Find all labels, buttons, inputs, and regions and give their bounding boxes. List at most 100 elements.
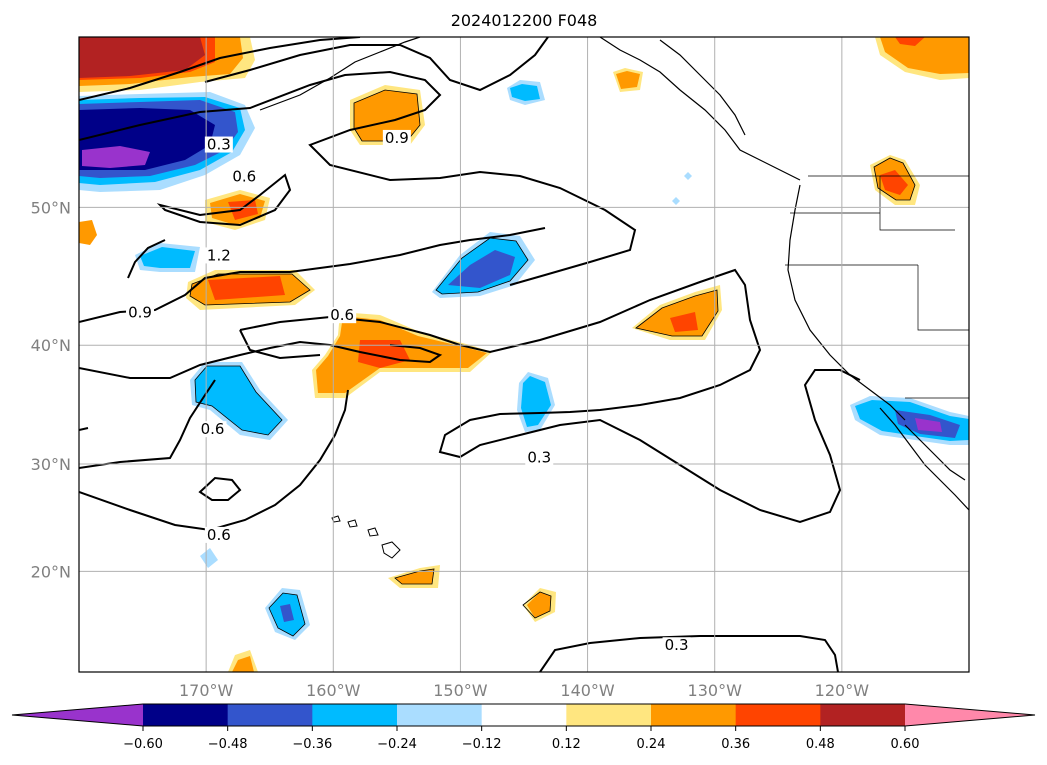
warm-region-11-red (895, 37, 925, 46)
lon-tick-label: 140°W (560, 681, 615, 700)
cold-region-3-core (140, 247, 195, 268)
cold-region-2-blue (448, 250, 515, 288)
warm-region-9-core (527, 592, 551, 618)
colorbar-tick-label: 0.24 (637, 737, 666, 752)
id-border (879, 176, 955, 231)
colorbar-tick-label: −0.60 (123, 737, 163, 752)
warm-region-5-red (358, 340, 410, 368)
contour-0.3-south (539, 635, 839, 672)
warm-region-10-core (232, 656, 254, 672)
colorbar-tick-label: −0.48 (208, 737, 248, 752)
shaded-anomalies (79, 37, 969, 672)
colorbar-tick-label: −0.12 (462, 737, 502, 752)
warm-region-6-red (670, 312, 698, 332)
alaska-gulf-coast (599, 37, 801, 181)
colorbar-tick-label: 0.36 (721, 737, 750, 752)
contour-top (79, 37, 361, 101)
colorbar: −0.60 −0.48 −0.36 −0.24 −0.12 0.12 0.24 0.36 0.4… (11, 703, 1036, 752)
contour-upper-west (79, 70, 637, 286)
contour-label-background (382, 129, 411, 146)
contour-label-background (662, 637, 691, 654)
colorbar-tick-label: 0.60 (891, 737, 920, 752)
contour-1.2 (156, 173, 292, 227)
colorbar-segment (651, 704, 737, 726)
us-west-coast (787, 184, 906, 421)
contour-label: 0.6 (330, 306, 354, 324)
bc-coast (659, 39, 746, 136)
lon-tick-label: 120°W (815, 681, 870, 700)
colorbar-extend-low (12, 704, 143, 726)
colorbar-segment (312, 704, 398, 726)
lon-tick-label: 150°W (433, 681, 488, 700)
map-frame (78, 36, 970, 673)
colorbar-segment (227, 704, 313, 726)
lon-tick-label: 130°W (688, 681, 743, 700)
cold-region-7 (200, 548, 218, 568)
colorbar-extend-high (905, 704, 1035, 726)
contour-label-background (198, 421, 227, 438)
colorbar-tick-label: 0.48 (806, 737, 835, 752)
chart-title: 2024012200 F048 (451, 11, 598, 30)
lat-tick-label: 30°N (31, 455, 71, 474)
contour-label-background (525, 449, 554, 466)
contour-left-small (79, 427, 89, 431)
contour-label: 0.6 (232, 168, 256, 186)
lat-tick-label: 20°N (31, 562, 71, 581)
colorbar-segment (820, 704, 906, 726)
colorbar-segment (143, 704, 229, 726)
hawaii-oahu (347, 519, 358, 528)
latitude-tick-labels: 20°N 30°N 40°N 50°N (31, 198, 71, 581)
warm-region-6-core (636, 290, 718, 336)
hawaii-big-island (381, 541, 401, 559)
colorbar-segment (481, 704, 567, 726)
lat-tick-label: 50°N (31, 198, 71, 217)
mexico-coast (904, 424, 966, 481)
colorbar-segment (566, 704, 652, 726)
contour-labels: 0.30.61.20.90.9 0.60.60.30.60.3 (126, 129, 691, 654)
political-borders (785, 175, 969, 399)
contour-0.6-loop (239, 329, 321, 360)
contour-0.9-west (79, 227, 546, 323)
warm-region-4-red (208, 276, 285, 300)
contour-left-upper (79, 340, 443, 379)
contour-lower-west (79, 389, 349, 532)
warm-region-8-core (395, 569, 434, 584)
gridlines (79, 37, 969, 672)
cold-region-northwest-core (82, 146, 150, 168)
contour-label: 0.9 (385, 129, 409, 147)
cold-region-6-blue (280, 604, 294, 622)
contour-label: 0.3 (207, 136, 231, 154)
contour-center-loop (239, 268, 861, 524)
cold-region-baja-purple (915, 418, 942, 432)
contour-label-background (204, 136, 233, 153)
contour-label: 1.2 (207, 246, 231, 264)
colorbar-segment (397, 704, 483, 726)
contour-label: 0.9 (128, 304, 152, 322)
warm-region-3 (79, 220, 97, 245)
contour-mid-arc (204, 37, 549, 92)
colorbar-tick-label: 0.12 (552, 737, 581, 752)
cold-region-1-core (510, 84, 540, 101)
contour-label: 0.6 (207, 526, 231, 544)
nv-ca-border (917, 265, 969, 331)
warm-region-northwest-darkred (79, 37, 205, 78)
colorbar-tick-label: −0.24 (377, 737, 417, 752)
contour-label: 0.6 (201, 420, 225, 438)
shading-outlines (189, 89, 916, 637)
contour-label-background (230, 168, 259, 185)
lat-tick-label: 40°N (31, 336, 71, 355)
contour-label-background (204, 247, 233, 264)
contour-label: 0.3 (527, 449, 551, 467)
cold-region-9 (672, 197, 680, 205)
map-area (79, 37, 969, 672)
cold-region-4-core (195, 366, 282, 435)
contour-lines (79, 37, 861, 672)
contour-label-background (126, 304, 155, 321)
warm-region-1-red (228, 200, 258, 220)
longitude-tick-labels: 170°W 160°W 150°W 140°W 130°W 120°W (179, 681, 869, 700)
warm-region-7-core (616, 71, 640, 89)
contour-0.9-loop (127, 239, 166, 279)
hawaii-maui (367, 527, 379, 537)
lon-tick-label: 170°W (179, 681, 234, 700)
